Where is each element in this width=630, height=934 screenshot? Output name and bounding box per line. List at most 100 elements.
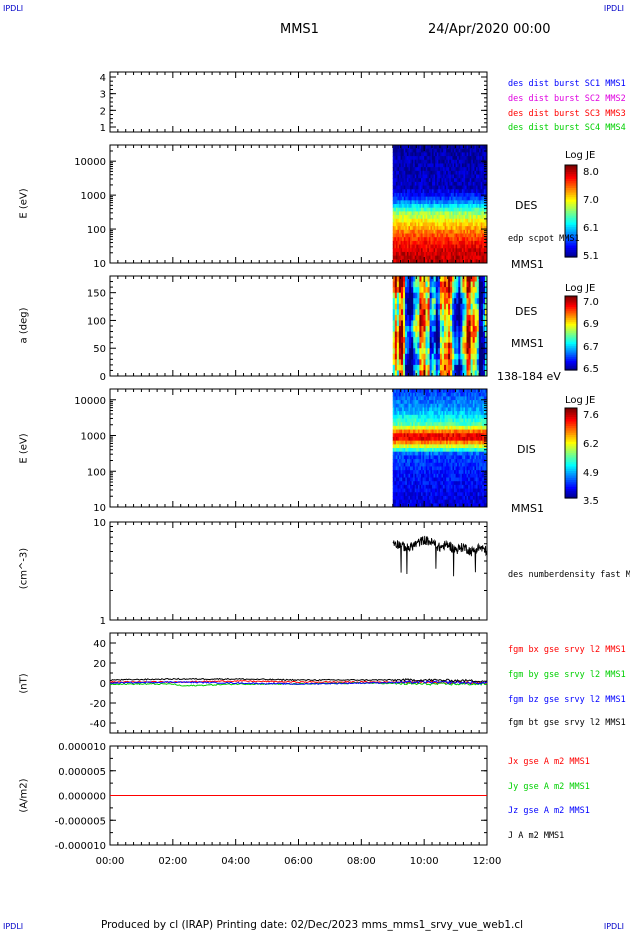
p3-spectrogram-cell [419,326,422,333]
p3-spectrogram-cell [472,348,476,355]
p3-spectrogram-cell [419,276,422,283]
p3-spectrogram-cell [402,281,406,288]
p2-spectrogram-cell [439,255,442,260]
p2-spectrogram-cell [443,259,446,264]
p2-spectrogram-cell [419,174,422,179]
p2-spectrogram-cell [482,156,485,161]
p4-spectrogram-cell [466,422,469,427]
p2-spectrogram-cell [454,259,457,264]
p2-spectrogram-cell [395,211,398,216]
p2-spectrogram-cell [472,163,475,168]
p2-colorbar-cell [565,171,577,175]
p3-spectrogram-cell [402,364,406,371]
p4-spectrogram-cell [417,433,420,438]
p4-spectrogram-cell [435,470,438,475]
p4-spectrogram-cell [446,400,449,405]
p4-spectrogram-cell [421,477,424,482]
p3-spectrogram-cell [429,314,433,321]
p2-spectrogram-cell [441,211,444,216]
p3-spectrogram-cell [427,292,431,299]
p4-spectrogram-cell [427,403,430,408]
p2-spectrogram-cell [455,215,458,220]
p4-spectrogram-cell [458,451,461,456]
p2-spectrogram-cell [427,207,430,212]
p4-spectrogram-cell [452,477,455,482]
p2-spectrogram-cell [471,251,474,257]
p4-spectrogram-cell [446,396,449,401]
p2-spectrogram-cell [454,244,457,249]
p2-spectrogram-cell [454,240,457,246]
p2-spectrogram-cell [438,167,441,172]
p4-spectrogram-cell [472,403,475,408]
p3-spectrogram-cell [435,370,439,377]
p2-spectrogram-cell [395,192,398,198]
p3-spectrogram-cell [409,303,412,310]
p2-spectrogram-cell [458,167,461,172]
p2-spectrogram-cell [443,145,446,150]
p4-spectrogram-cell [466,499,469,504]
p4-spectrogram-cell [433,495,436,501]
p4-spectrogram-cell [402,440,405,445]
p4-spectrogram-cell [444,466,447,471]
p4-spectrogram-cell [474,466,477,471]
p4-spectrogram-cell [394,448,397,453]
p2-spectrogram-cell [411,244,414,249]
p2-spectrogram-cell [463,255,466,260]
p4-spectrogram-cell [395,433,398,438]
p2-spectrogram-cell [417,215,420,220]
p4-spectrogram-cell [411,422,414,427]
p2-spectrogram-cell [438,259,441,264]
p3-spectrogram-cell [472,292,476,299]
p4-spectrogram-cell [405,429,408,434]
p2-spectrogram-cell [452,159,455,164]
p2-spectrogram-cell [430,255,433,260]
p2-spectrogram-cell [450,259,453,264]
p3-spectrogram-cell [480,370,484,377]
p4-spectrogram-cell [469,466,472,471]
p2-spectrogram-cell [416,259,419,264]
p2-spectrogram-cell [477,196,480,201]
p4-spectrogram-cell [392,422,395,427]
p3-spectrogram-cell [472,320,476,327]
p3-spectrogram-cell [421,309,424,316]
p2-spectrogram-cell [414,259,417,264]
p2-spectrogram-cell [422,207,425,212]
p2-spectrogram-cell [425,189,428,194]
p2-spectrogram-cell [428,240,431,246]
p2-spectrogram-cell [432,192,435,198]
p2-spectrogram-cell [411,152,414,157]
p3-spectrogram-cell [443,348,447,355]
p2-spectrogram-cell [450,215,453,220]
p3-spectrogram-cell [429,309,433,316]
p2-spectrogram-cell [457,218,460,223]
p2-spectrogram-cell [466,229,469,234]
p2-spectrogram-cell [421,185,424,190]
p3-spectrogram-cell [415,348,418,355]
p4-spectrogram-cell [417,400,420,405]
p4-spectrogram-cell [397,451,400,456]
p2-spectrogram-cell [411,185,414,190]
p4-spectrogram-cell [469,436,472,442]
p4-spectrogram-cell [430,470,433,475]
p2-spectrogram-cell [417,237,420,242]
p2-spectrogram-cell [400,211,403,216]
p4-spectrogram-cell [466,484,469,490]
p2-spectrogram-cell [400,218,403,223]
p2-spectrogram-cell [405,215,408,220]
p4-spectrogram-cell [405,462,408,467]
p2-spectrogram-cell [395,185,398,190]
p4-spectrogram-cell [447,473,450,478]
p3-spectrogram-cell [396,348,400,355]
p2-spectrogram-cell [395,229,398,234]
p3-colorbar-cell [565,299,577,303]
p3-spectrogram-cell [450,314,453,321]
p4-spectrogram-cell [463,488,466,493]
p2-spectrogram-cell [446,159,449,164]
p3-spectrogram-cell [415,331,418,338]
p2-spectrogram-cell [417,189,420,194]
p4-spectrogram-cell [394,484,397,490]
p2-spectrogram-cell [449,163,452,168]
p3-spectrogram-cell [400,292,404,299]
p3-spectrogram-cell [470,298,474,305]
p2-spectrogram-cell [430,259,433,264]
